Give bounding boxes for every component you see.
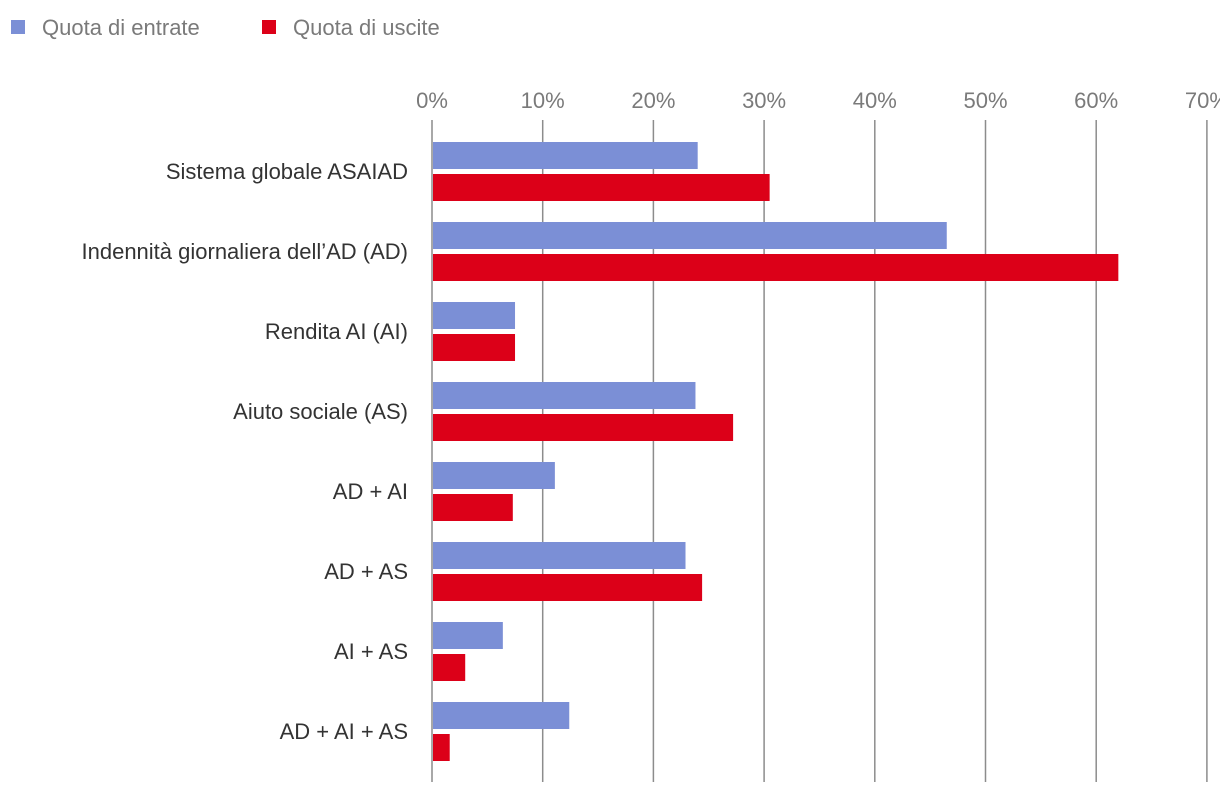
x-tick-label: 70% [1185,88,1220,113]
category-label: AD + AI [333,479,408,504]
gridlines [431,120,1208,782]
y-axis-categories: Sistema globale ASAIAD Indennità giornali… [82,159,409,744]
x-tick-label: 20% [631,88,675,113]
bar-entrate [433,462,555,489]
bar-uscite [433,734,450,761]
x-tick-label: 40% [853,88,897,113]
x-tick-label: 10% [521,88,565,113]
x-axis-ticks: 0% 10% 20% 30% 40% 50% 60% 70% [416,88,1220,113]
bars [433,142,1119,761]
legend-label-entrate: Quota di entrate [42,15,200,40]
bar-uscite [433,254,1119,281]
bar-entrate [433,542,686,569]
bar-entrate [433,142,698,169]
legend-label-uscite: Quota di uscite [293,15,440,40]
category-label: AD + AI + AS [280,719,408,744]
x-tick-label: 30% [742,88,786,113]
bar-uscite [433,494,513,521]
category-label: AI + AS [334,639,408,664]
bar-uscite [433,174,770,201]
x-tick-label: 50% [963,88,1007,113]
legend: Quota di entrate Quota di uscite [11,15,440,40]
bar-entrate [433,382,696,409]
x-tick-label: 60% [1074,88,1118,113]
bar-entrate [433,302,516,329]
bar-uscite [433,574,703,601]
bar-entrate [433,622,503,649]
bar-uscite [433,334,516,361]
legend-swatch-entrate [11,20,25,34]
category-label: Rendita AI (AI) [265,319,408,344]
category-label: Aiuto sociale (AS) [233,399,408,424]
category-label: Sistema globale ASAIAD [166,159,408,184]
x-tick-label: 0% [416,88,448,113]
bar-uscite [433,654,466,681]
category-label: AD + AS [324,559,408,584]
category-label: Indennità giornaliera dell’AD (AD) [82,239,409,264]
legend-swatch-uscite [262,20,276,34]
bar-entrate [433,222,947,249]
bar-entrate [433,702,570,729]
bar-uscite [433,414,734,441]
